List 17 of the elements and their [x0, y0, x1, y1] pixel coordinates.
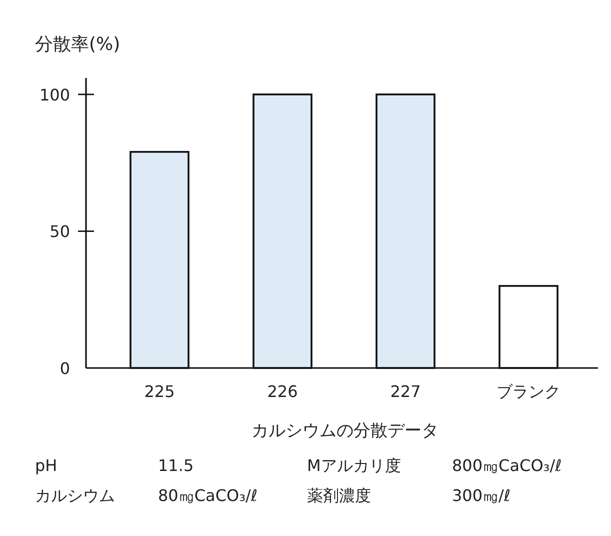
text: pH	[35, 456, 58, 475]
x-tick-label: 226	[267, 382, 298, 401]
text: Mアルカリ度	[307, 456, 401, 475]
text: 11.5	[158, 456, 194, 475]
text: 800㎎CaCO₃/ℓ	[452, 456, 562, 475]
text: 80㎎CaCO₃/ℓ	[158, 486, 258, 505]
x-tick-label: 225	[144, 382, 175, 401]
y-tick-label: 100	[39, 85, 70, 104]
y-tick-label: 0	[60, 359, 70, 378]
x-tick-label: 227	[390, 382, 421, 401]
text: カルシウム	[35, 486, 115, 505]
y-axis-title: 分散率(%)	[35, 34, 120, 55]
text: 薬剤濃度	[307, 486, 371, 505]
y-tick-label: 50	[50, 222, 70, 242]
x-axis-title: カルシウムの分散データ	[252, 421, 438, 441]
text: 300㎎/ℓ	[452, 486, 511, 505]
x-tick-label: ブランク	[496, 382, 560, 401]
